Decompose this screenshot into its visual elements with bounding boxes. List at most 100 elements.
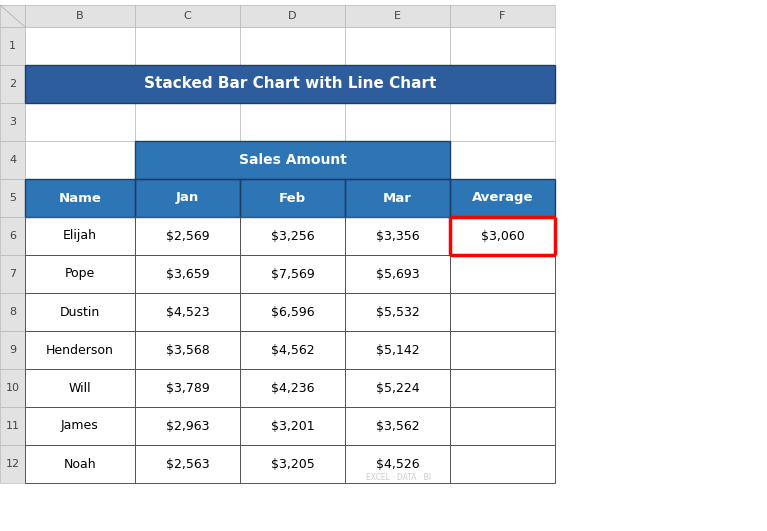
Text: 11: 11 xyxy=(5,421,19,431)
Bar xyxy=(240,179,345,217)
Bar xyxy=(135,369,240,407)
Bar xyxy=(450,217,555,255)
Text: $3,568: $3,568 xyxy=(166,344,209,356)
Bar xyxy=(25,331,135,369)
Bar xyxy=(0,103,25,141)
Text: 1: 1 xyxy=(9,41,16,51)
Bar xyxy=(240,217,345,255)
Text: D: D xyxy=(288,11,297,21)
Bar xyxy=(135,331,240,369)
Bar xyxy=(135,179,240,217)
Text: Noah: Noah xyxy=(64,458,97,470)
Bar xyxy=(450,369,555,407)
Text: 5: 5 xyxy=(9,193,16,203)
Text: Mar: Mar xyxy=(383,192,412,204)
Text: Stacked Bar Chart with Line Chart: Stacked Bar Chart with Line Chart xyxy=(144,76,436,91)
Bar xyxy=(450,293,555,331)
Bar xyxy=(0,293,25,331)
Bar xyxy=(0,27,25,65)
Text: Name: Name xyxy=(58,192,101,204)
Bar xyxy=(240,217,345,255)
Bar xyxy=(345,407,450,445)
Text: C: C xyxy=(183,11,192,21)
Bar xyxy=(450,331,555,369)
Bar xyxy=(25,179,135,217)
Text: $3,562: $3,562 xyxy=(376,419,420,433)
Text: 7: 7 xyxy=(9,269,16,279)
Bar xyxy=(25,445,135,483)
Bar xyxy=(450,179,555,217)
Bar xyxy=(240,331,345,369)
Text: $4,523: $4,523 xyxy=(166,305,209,319)
Bar xyxy=(25,103,135,141)
Bar xyxy=(240,255,345,293)
Text: $2,569: $2,569 xyxy=(166,229,209,243)
Bar xyxy=(345,445,450,483)
Bar xyxy=(135,407,240,445)
Text: E: E xyxy=(394,11,401,21)
Bar xyxy=(345,27,450,65)
Bar xyxy=(450,293,555,331)
Bar xyxy=(25,445,135,483)
Text: $5,693: $5,693 xyxy=(376,268,420,280)
Bar xyxy=(345,293,450,331)
Bar xyxy=(345,141,450,179)
Text: Elijah: Elijah xyxy=(63,229,97,243)
Text: $3,201: $3,201 xyxy=(271,419,314,433)
Bar xyxy=(345,407,450,445)
Text: EXCEL · DATA · BI: EXCEL · DATA · BI xyxy=(367,473,431,482)
Text: 2: 2 xyxy=(9,79,16,89)
Bar xyxy=(240,369,345,407)
Bar xyxy=(345,331,450,369)
Text: $2,563: $2,563 xyxy=(166,458,209,470)
Bar xyxy=(240,445,345,483)
Text: Average: Average xyxy=(472,192,533,204)
Bar xyxy=(240,369,345,407)
Text: Pope: Pope xyxy=(65,268,95,280)
Bar xyxy=(135,445,240,483)
Bar xyxy=(25,331,135,369)
Bar xyxy=(135,369,240,407)
Text: $5,142: $5,142 xyxy=(376,344,420,356)
Text: 8: 8 xyxy=(9,307,16,317)
Bar xyxy=(25,65,135,103)
Bar xyxy=(345,331,450,369)
Text: $5,532: $5,532 xyxy=(376,305,420,319)
Text: 4: 4 xyxy=(9,155,16,165)
Bar xyxy=(345,65,450,103)
Bar xyxy=(25,293,135,331)
Bar xyxy=(135,27,240,65)
Bar xyxy=(345,255,450,293)
Text: Henderson: Henderson xyxy=(46,344,114,356)
Bar xyxy=(450,103,555,141)
Bar xyxy=(240,141,345,179)
Text: $2,963: $2,963 xyxy=(166,419,209,433)
Bar xyxy=(240,331,345,369)
Text: $3,659: $3,659 xyxy=(166,268,209,280)
Bar xyxy=(240,407,345,445)
Bar xyxy=(240,407,345,445)
Bar xyxy=(450,445,555,483)
Text: Feb: Feb xyxy=(279,192,306,204)
Text: 12: 12 xyxy=(5,459,20,469)
Text: Jan: Jan xyxy=(176,192,199,204)
Bar xyxy=(135,141,240,179)
Bar xyxy=(450,445,555,483)
Bar xyxy=(25,217,135,255)
Bar xyxy=(345,5,450,27)
Bar xyxy=(0,5,25,27)
Bar xyxy=(0,65,25,103)
Bar xyxy=(450,407,555,445)
Bar xyxy=(25,407,135,445)
Bar xyxy=(0,255,25,293)
Bar xyxy=(240,255,345,293)
Bar xyxy=(25,255,135,293)
Text: $7,569: $7,569 xyxy=(271,268,314,280)
Bar xyxy=(450,179,555,217)
Bar xyxy=(240,5,345,27)
Bar xyxy=(240,27,345,65)
Bar xyxy=(25,5,135,27)
Bar xyxy=(135,255,240,293)
Bar xyxy=(345,369,450,407)
Bar xyxy=(135,293,240,331)
